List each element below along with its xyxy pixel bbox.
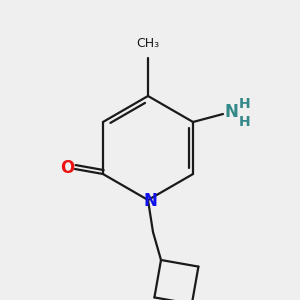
Text: O: O <box>60 159 74 177</box>
Text: CH₃: CH₃ <box>136 37 160 50</box>
Text: H: H <box>239 97 251 111</box>
Text: H: H <box>239 115 251 129</box>
Text: N: N <box>143 192 157 210</box>
Text: N: N <box>224 103 238 121</box>
